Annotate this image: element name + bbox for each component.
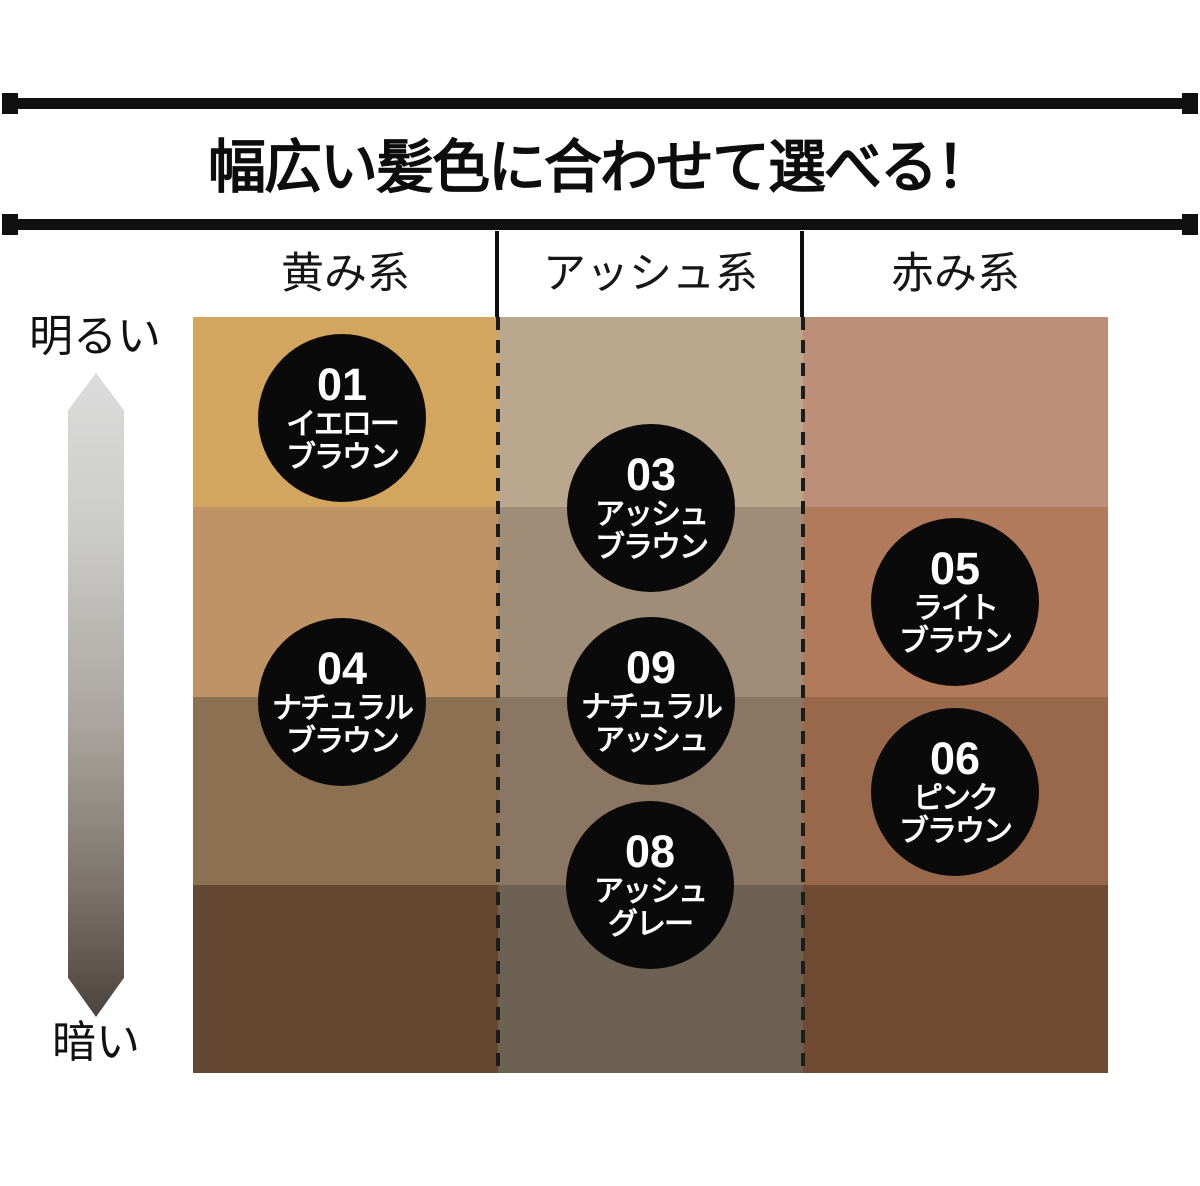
axis-label-bright: 明るい (29, 312, 161, 361)
shade-number: 04 (316, 643, 368, 694)
shade-name: ナチュラル ブラウン (272, 692, 414, 758)
shade-number: 05 (929, 543, 981, 594)
shade-number: 06 (929, 733, 981, 784)
shade-number: 08 (624, 826, 676, 877)
mid-rule (2, 214, 1198, 235)
header-divider (800, 231, 804, 317)
shade-name: アッシュ グレー (594, 875, 708, 941)
page-title: 幅広い髪色に合わせて選べる！ (207, 135, 994, 200)
shade-badge-04-natural-brown: 04 ナチュラル ブラウン (258, 618, 426, 786)
shade-badge-05-light-brown: 05 ライト ブラウン (871, 518, 1039, 686)
column-divider-dashed (801, 317, 805, 1073)
shade-number: 03 (625, 449, 677, 500)
shade-number: 09 (625, 642, 677, 693)
column-divider-dashed (496, 317, 500, 1073)
rule-endcap-left (2, 93, 18, 114)
shade-badge-03-ash-brown: 03 アッシュ ブラウン (567, 424, 735, 592)
shade-name: ピンク ブラウン (899, 782, 1013, 848)
shade-number: 01 (316, 359, 368, 410)
rule-endcap-right (1182, 93, 1198, 114)
shade-name: ライト ブラウン (899, 592, 1013, 658)
lightness-gradient-arrow (68, 373, 124, 1017)
top-rule (2, 93, 1198, 114)
column-header-red: 赤み系 (891, 250, 1020, 298)
column-header-yellow: 黄み系 (281, 250, 410, 298)
shade-badge-01-yellow-brown: 01 イエロー ブラウン (258, 334, 426, 502)
grid-cell-c3-r4 (803, 885, 1108, 1073)
shade-badge-09-natural-ash: 09 ナチュラル アッシュ (567, 617, 735, 785)
shade-name: イエロー ブラウン (286, 408, 400, 474)
grid-cell-c1-r4 (193, 885, 498, 1073)
axis-label-dark: 暗い (52, 1018, 140, 1067)
shade-badge-08-ash-gray: 08 アッシュ グレー (566, 801, 734, 969)
shade-badge-06-pink-brown: 06 ピンク ブラウン (871, 708, 1039, 876)
column-header-ash: アッシュ系 (543, 250, 758, 298)
rule-endcap-left (2, 214, 18, 235)
header-divider (495, 231, 499, 317)
grid-cell-c3-r1 (803, 317, 1108, 507)
rule-endcap-right (1182, 214, 1198, 235)
shade-name: アッシュ ブラウン (595, 498, 709, 564)
shade-name: ナチュラル アッシュ (581, 691, 723, 757)
